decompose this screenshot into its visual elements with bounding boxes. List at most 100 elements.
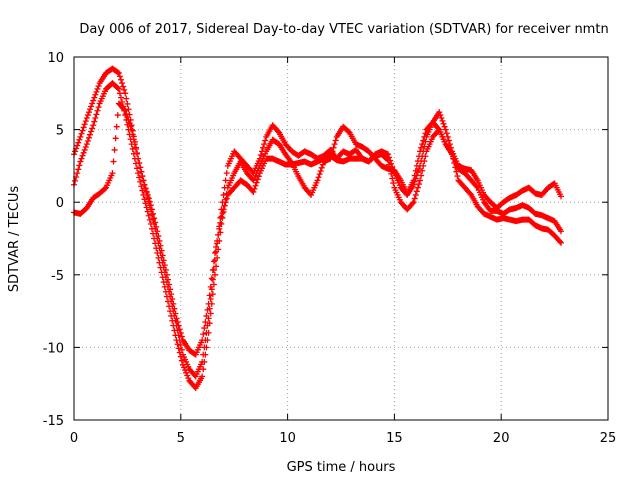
data-point [203,344,210,351]
data-point [253,179,260,186]
data-point [154,250,161,257]
data-point [162,266,169,273]
data-point [79,152,86,159]
data-point [208,275,215,282]
data-point [410,177,417,184]
data-point [80,124,87,131]
data-point [138,183,145,190]
data-point [454,173,461,180]
data-point [161,262,168,269]
data-point [438,114,445,121]
data-point [172,332,179,339]
data-point [126,120,133,127]
data-point [314,177,321,184]
data-point [145,212,152,219]
data-point [122,90,129,97]
data-point [387,166,394,173]
data-point [92,91,99,98]
data-point [175,322,182,329]
data-point [134,150,141,157]
data-point [131,141,138,148]
data-point [168,291,175,298]
data-point [330,144,337,151]
data-point [415,166,422,173]
data-point [221,202,228,209]
data-point [116,73,123,80]
data-point [442,126,449,133]
x-tick-label: 20 [493,431,510,446]
data-point [166,281,173,288]
data-point [127,123,134,130]
data-point [111,146,118,153]
data-point [222,177,229,184]
data-point [110,158,117,165]
data-point [135,170,142,177]
data-point [417,148,424,155]
x-axis-label: GPS time / hours [287,460,396,475]
data-point [140,177,147,184]
data-point [168,312,175,319]
data-point [319,161,326,168]
data-point [75,166,82,173]
data-point [87,131,94,138]
data-points [71,65,565,392]
data-point [157,264,164,271]
data-point [199,337,206,344]
data-point [558,193,565,200]
data-point [157,242,164,249]
data-point [473,183,480,190]
data-point [153,223,160,230]
data-point [143,204,150,211]
data-point [152,240,159,247]
data-point [91,118,98,125]
data-point [421,158,428,165]
y-tick-label: 0 [56,196,64,211]
data-point [451,159,458,166]
data-point [90,122,97,129]
data-point [203,312,210,319]
data-point [166,303,173,310]
data-point [78,155,85,162]
series-track-1 [71,65,565,380]
data-point [124,114,131,121]
data-point [412,191,419,198]
data-point [389,175,396,182]
y-tick-label: 10 [47,51,64,66]
data-point [201,358,208,365]
data-point [155,254,162,261]
data-point [418,172,425,179]
data-point [151,215,158,222]
data-point [75,139,82,146]
data-point [91,94,98,101]
data-point [155,233,162,240]
data-point [222,199,229,206]
data-point [445,137,452,144]
data-point [85,134,92,141]
data-point [132,145,139,152]
data-point [216,225,223,232]
data-point [436,109,443,116]
y-tick-label: -5 [51,269,64,284]
data-point [115,85,122,92]
data-point [384,151,391,158]
data-point [453,168,460,175]
axis-ticks [73,56,609,421]
data-point [81,121,88,128]
data-point [217,219,224,226]
data-point [82,144,89,151]
data-point [261,141,268,148]
data-point [146,198,153,205]
data-point [183,369,190,376]
data-point [137,164,144,171]
x-tick-label: 15 [386,431,403,446]
data-point [213,263,220,270]
data-point [128,126,135,133]
data-point [160,257,167,264]
data-point [332,137,339,144]
data-point [202,351,209,358]
data-point [200,331,207,338]
data-point [78,130,85,137]
data-point [121,86,128,93]
data-point [411,195,418,202]
